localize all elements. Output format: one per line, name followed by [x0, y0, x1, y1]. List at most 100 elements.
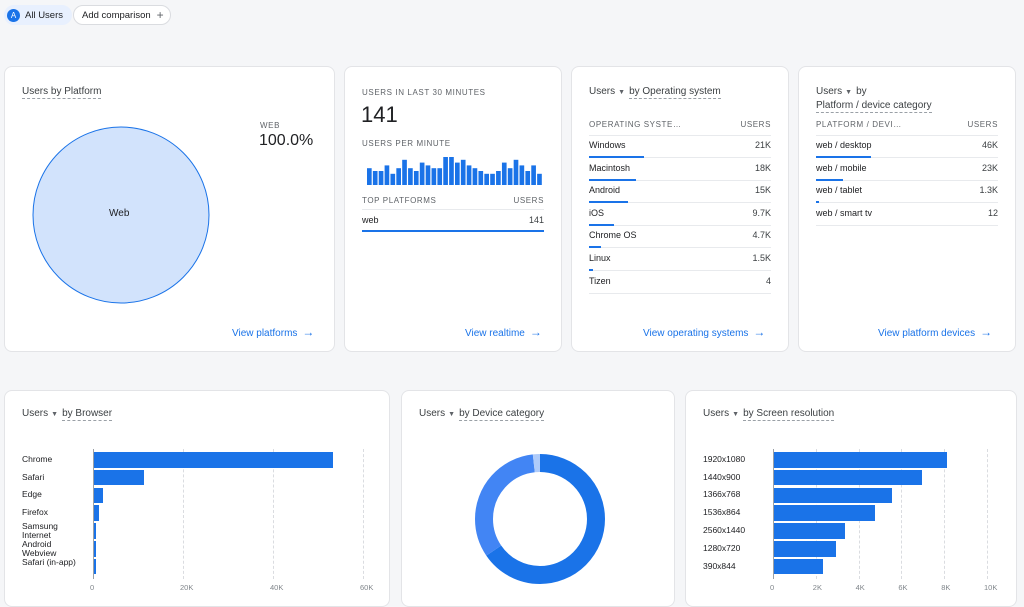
minute-bar[interactable]: [402, 159, 407, 185]
minute-bar[interactable]: [460, 159, 466, 185]
table-row[interactable]: Android 15K: [589, 180, 771, 204]
bar[interactable]: [94, 558, 96, 575]
minute-bar[interactable]: [390, 173, 396, 185]
bar[interactable]: [94, 469, 144, 486]
pie-slice-web[interactable]: [32, 126, 210, 304]
bar[interactable]: [774, 558, 824, 575]
view-platform-devices-link[interactable]: View platform devices →: [878, 325, 993, 339]
bar[interactable]: [94, 523, 97, 539]
bar[interactable]: [774, 541, 837, 557]
category-label: Chrome: [22, 453, 53, 464]
table-row[interactable]: web / desktop 46K: [816, 135, 998, 158]
table-row[interactable]: Chrome OS 4.7K: [589, 225, 771, 249]
view-platforms-link[interactable]: View platforms →: [232, 325, 315, 339]
row-bar: [589, 246, 601, 249]
category-label: 390x844: [703, 560, 736, 571]
gridline: [773, 449, 774, 579]
users-per-minute-label: USERS PER MINUTE: [362, 139, 451, 148]
axis-tick-label: 8K: [941, 583, 951, 592]
gridline: [944, 449, 946, 579]
minute-bar[interactable]: [437, 168, 443, 185]
col-platform-device: PLATFORM / DEVI…: [816, 120, 902, 129]
minute-bar[interactable]: [431, 168, 437, 185]
bar[interactable]: [774, 452, 948, 468]
browser-card-title: Users ▼ by Browser: [22, 408, 113, 421]
dropdown-icon[interactable]: ▼: [51, 411, 59, 418]
minute-bar[interactable]: [513, 159, 519, 185]
table-row[interactable]: web / tablet 1.3K: [816, 180, 998, 204]
minute-bar[interactable]: [484, 173, 489, 185]
dropdown-icon[interactable]: ▼: [732, 411, 740, 418]
add-comparison-label: Add comparison: [82, 9, 151, 21]
donut-segment-mobile[interactable]: [475, 454, 605, 584]
table-row[interactable]: web / smart tv 12: [816, 203, 998, 226]
bar[interactable]: [774, 505, 875, 521]
minute-bar[interactable]: [531, 165, 536, 185]
minute-bar[interactable]: [425, 165, 431, 185]
col-os: OPERATING SYSTE…: [589, 120, 682, 129]
dropdown-icon[interactable]: ▼: [845, 89, 853, 96]
axis-tick-label: 60K: [360, 583, 374, 592]
minute-bar[interactable]: [525, 171, 531, 185]
gridline: [363, 449, 364, 579]
bar[interactable]: [94, 505, 99, 521]
segment-label: All Users: [25, 9, 64, 21]
arrow-right-icon: →: [302, 325, 315, 339]
view-operating-systems-link[interactable]: View operating systems →: [643, 325, 766, 339]
table-row[interactable]: iOS 9.7K: [589, 203, 771, 226]
minute-bar[interactable]: [384, 165, 390, 185]
minute-bar[interactable]: [396, 168, 401, 185]
segment-chip-all-users[interactable]: A All Users: [4, 5, 73, 25]
arrow-right-icon: →: [753, 325, 766, 339]
add-comparison-button[interactable]: Add comparison +: [73, 5, 171, 25]
bar[interactable]: [94, 487, 103, 504]
resolution-bar-chart: 0 2K 4K 6K 8K 10K 1920x1080 1440x900 1366x768 153…: [686, 391, 1016, 606]
view-realtime-link[interactable]: View realtime →: [465, 325, 542, 339]
minute-bar[interactable]: [466, 165, 472, 185]
minute-bar[interactable]: [472, 168, 478, 185]
table-row[interactable]: Windows 21K: [589, 135, 771, 158]
category-label: Firefox: [22, 507, 48, 518]
minute-bar[interactable]: [490, 173, 495, 185]
minute-bar[interactable]: [367, 168, 372, 185]
minute-bar[interactable]: [507, 168, 513, 185]
col-users: USERS: [513, 196, 544, 205]
minute-bar[interactable]: [449, 157, 454, 185]
minute-bar[interactable]: [455, 162, 460, 185]
arrow-right-icon: →: [980, 325, 993, 339]
minute-bar[interactable]: [419, 162, 425, 185]
gridline: [93, 449, 94, 579]
gridline: [987, 449, 988, 579]
os-card: Users ▼ by Operating system OPERATING SYST…: [571, 66, 789, 352]
minute-bar[interactable]: [496, 171, 501, 185]
minute-bar[interactable]: [519, 165, 525, 185]
minute-bar[interactable]: [408, 168, 413, 185]
category-label: 1536x864: [703, 507, 741, 518]
realtime-card: USERS IN LAST 30 MINUTES 141 USERS PER M…: [344, 66, 562, 352]
minute-bar[interactable]: [537, 173, 542, 185]
minute-bar[interactable]: [443, 157, 448, 185]
bar[interactable]: [94, 541, 96, 557]
dropdown-icon[interactable]: ▼: [448, 411, 456, 418]
dropdown-icon[interactable]: ▼: [618, 89, 626, 96]
minute-bar[interactable]: [478, 171, 484, 185]
platform-card: Users by Platform Web WEB 100.0% View pl…: [4, 66, 335, 352]
category-label: 1440x900: [703, 471, 741, 482]
row-bar: [816, 201, 819, 204]
bar[interactable]: [94, 452, 333, 468]
table-row[interactable]: Linux 1.5K: [589, 248, 771, 271]
bar[interactable]: [774, 487, 892, 504]
table-row[interactable]: web 141: [362, 210, 544, 232]
donut-segment-tablet[interactable]: [475, 454, 605, 584]
table-row[interactable]: Tizen 4: [589, 271, 771, 294]
table-row[interactable]: Macintosh 18K: [589, 158, 771, 181]
platform-card-title: Users by Platform: [22, 86, 102, 99]
minute-bar[interactable]: [372, 171, 378, 185]
minute-bar[interactable]: [501, 162, 507, 185]
bar[interactable]: [774, 523, 845, 539]
minute-bar[interactable]: [413, 171, 419, 185]
bar[interactable]: [774, 469, 922, 486]
table-row[interactable]: web / mobile 23K: [816, 158, 998, 181]
row-bar: [589, 223, 615, 226]
minute-bar[interactable]: [378, 171, 384, 185]
